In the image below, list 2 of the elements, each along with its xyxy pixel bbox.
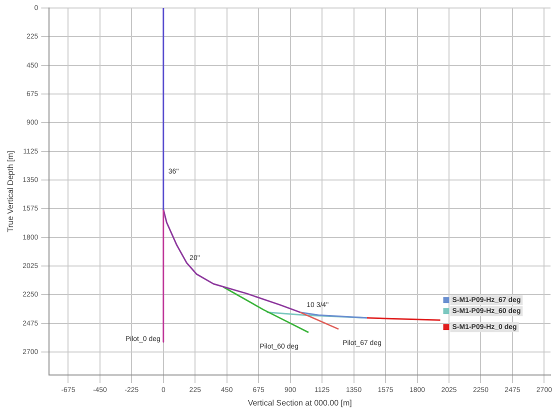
x-axis-title: Vertical Section at 000.00 [m]	[248, 398, 352, 408]
y-axis-title: True Vertical Depth [m]	[6, 150, 16, 232]
